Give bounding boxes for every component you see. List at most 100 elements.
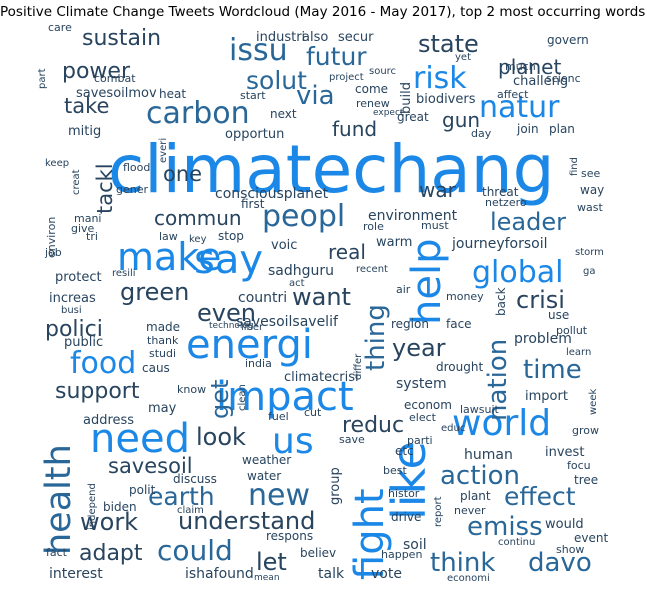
word-ishafound: ishafound <box>185 566 254 582</box>
word-thing: thing <box>361 304 391 371</box>
word-biden: biden <box>103 500 137 514</box>
word-ga: ga <box>583 266 595 277</box>
word-voic: voic <box>271 238 297 253</box>
word-cut: cut <box>304 406 322 419</box>
word-energi: energi <box>186 322 313 368</box>
word-act: act <box>289 278 305 289</box>
word-scienc: scienc <box>546 72 581 85</box>
word-india: india <box>245 357 272 370</box>
word-air: air <box>396 283 411 296</box>
word-us: us <box>272 421 314 462</box>
word-fight: fight <box>347 488 393 580</box>
word-talk: talk <box>318 566 345 582</box>
word-build: build <box>399 82 414 114</box>
word-via: via <box>296 81 335 111</box>
word-war: war <box>419 178 457 202</box>
word-educ: educ <box>441 423 465 434</box>
word-problem: problem <box>514 331 572 347</box>
word-nation: nation <box>483 339 513 421</box>
word-biodivers: biodivers <box>416 92 476 107</box>
word-studi: studi <box>149 347 176 360</box>
word-tree: tree <box>574 473 598 487</box>
word-heat: heat <box>159 87 186 101</box>
word-week: week <box>588 389 599 415</box>
word-climatecrisi: climatecrisi <box>284 370 359 385</box>
word-independ: independ <box>87 483 98 530</box>
word-support: support <box>55 379 140 404</box>
word-key: key <box>189 234 207 245</box>
word-one: one <box>163 162 202 186</box>
word-discuss: discuss <box>173 472 217 486</box>
word-human: human <box>464 447 513 463</box>
word-caus: caus <box>142 361 170 375</box>
word-state: state <box>418 30 479 58</box>
word-make: make <box>117 235 221 279</box>
word-sourc: sourc <box>369 66 396 77</box>
word-law: law <box>159 230 178 243</box>
word-leader: leader <box>490 208 566 236</box>
word-fact: fact <box>46 546 68 559</box>
word-solut: solut <box>246 66 307 95</box>
word-savesoilmov: savesoilmov <box>76 86 157 101</box>
word-grow: grow <box>572 424 599 437</box>
word-system: system <box>396 376 447 392</box>
word-great: great <box>397 110 429 124</box>
word-take: take <box>64 94 109 118</box>
word-storm: storm <box>575 247 604 258</box>
word-everi: everi <box>158 138 169 163</box>
word-save: save <box>339 433 365 446</box>
word-differ: differ <box>353 353 364 380</box>
word-sustain: sustain <box>82 26 161 51</box>
word-invest: invest <box>545 445 584 460</box>
word-secur: secur <box>338 30 374 45</box>
word-soil: soil <box>403 537 427 553</box>
word-may: may <box>148 401 177 416</box>
word-environ: environ <box>45 217 58 258</box>
word-opportun: opportun <box>225 127 284 142</box>
word-histor: histor <box>388 487 420 500</box>
word-polit: polit <box>129 483 156 497</box>
word-think: think <box>430 548 495 578</box>
word-plan: plan <box>549 122 575 136</box>
word-care: care <box>48 21 72 34</box>
word-day: day <box>471 127 492 140</box>
word-econom: econom <box>404 398 452 412</box>
word-peopl: peopl <box>262 199 345 234</box>
word-use: use <box>548 308 569 322</box>
word-busi: busi <box>61 305 82 316</box>
word-wast: wast <box>577 201 603 214</box>
word-warm: warm <box>376 235 412 250</box>
word-technolog: technolog <box>209 321 254 331</box>
word-show: show <box>556 543 584 556</box>
word-stop: stop <box>218 229 244 243</box>
word-fund: fund <box>332 117 377 141</box>
word-crisi: crisi <box>516 286 565 314</box>
word-water: water <box>247 469 281 483</box>
word-yet: yet <box>455 52 471 63</box>
word-keep: keep <box>45 158 69 169</box>
word-flood: flood <box>123 161 150 174</box>
word-impact: impact <box>216 374 354 420</box>
word-best: best <box>383 464 407 477</box>
word-mani: mani <box>74 212 101 225</box>
word-clean: clean <box>237 384 248 411</box>
word-creat: creat <box>71 169 82 195</box>
word-affect: affect <box>497 88 529 101</box>
word-tri: tri <box>86 230 98 243</box>
word-planet: planet <box>498 55 561 79</box>
word-first: first <box>241 197 265 211</box>
word-money: money <box>446 290 484 303</box>
word-world: world <box>452 403 551 444</box>
word-industri: industri <box>256 30 305 45</box>
word-next: next <box>270 107 297 121</box>
word-let: let <box>256 548 287 576</box>
word-effect: effect <box>504 482 576 511</box>
word-address: address <box>83 413 134 428</box>
word-need: need <box>90 416 190 462</box>
word-fuel: fuel <box>268 410 289 423</box>
word-like: like <box>382 441 436 520</box>
word-commun: commun <box>154 206 242 230</box>
word-adapt: adapt <box>79 541 143 566</box>
word-tackl: tackl <box>93 163 117 214</box>
word-power: power <box>62 59 131 84</box>
